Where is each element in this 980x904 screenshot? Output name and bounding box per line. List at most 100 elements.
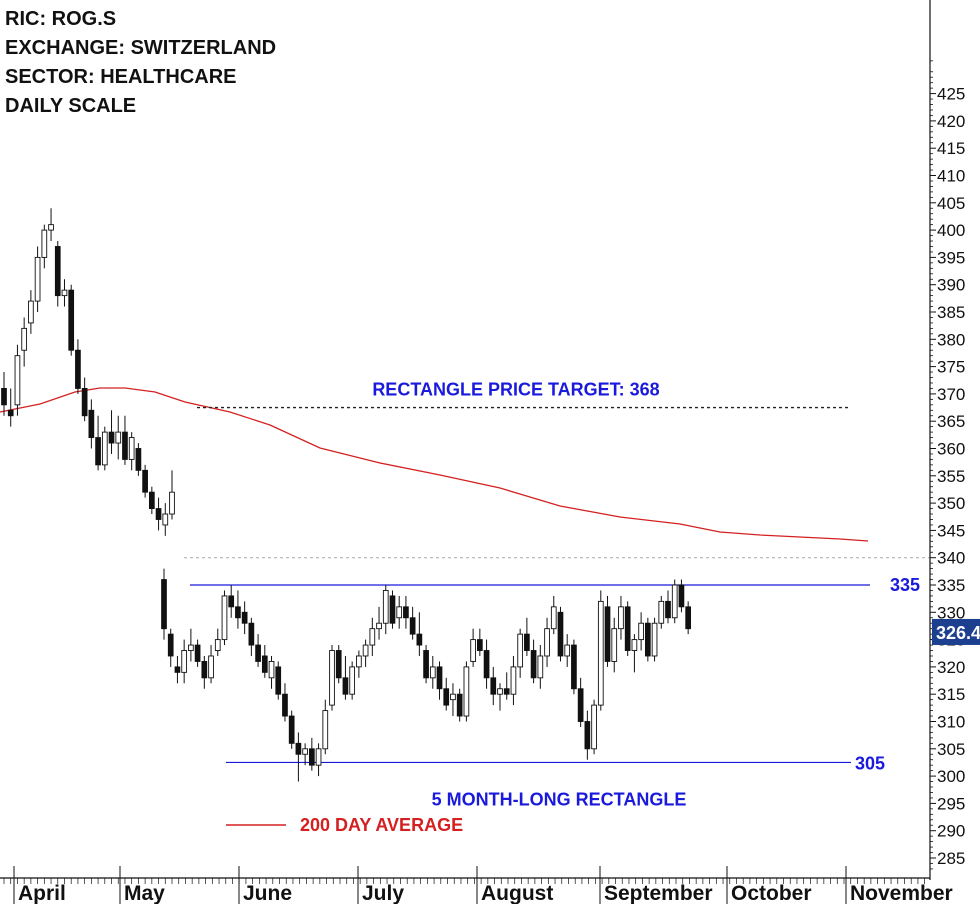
candle-body <box>61 289 68 297</box>
candle-body <box>436 666 443 690</box>
y-tick-label: 330 <box>937 603 965 622</box>
candle <box>315 743 322 777</box>
candle-body <box>571 644 577 690</box>
candle <box>530 639 537 684</box>
candle <box>88 399 95 449</box>
candle <box>356 650 362 678</box>
candle <box>161 568 167 640</box>
candle-body <box>241 611 248 624</box>
y-tick-label: 290 <box>937 822 965 841</box>
candle-body <box>463 666 470 717</box>
candle <box>510 655 517 706</box>
candle-body <box>443 688 450 706</box>
candle <box>208 645 214 684</box>
candle <box>295 732 302 782</box>
month-label: May <box>124 882 165 904</box>
candle-body <box>14 355 21 406</box>
y-tick-label: 310 <box>937 713 965 732</box>
candle-body <box>135 448 142 471</box>
candle-body <box>302 748 308 755</box>
y-tick-label: 315 <box>937 685 965 704</box>
month-label: July <box>362 882 404 904</box>
candle <box>349 661 356 700</box>
y-tick-label: 295 <box>937 794 965 813</box>
candle-body <box>483 650 490 679</box>
candle <box>644 617 651 662</box>
candle <box>550 595 557 635</box>
y-tick-label: 335 <box>937 576 965 595</box>
candle-body <box>651 622 658 657</box>
y-tick-label: 425 <box>937 85 965 104</box>
candle <box>155 497 162 531</box>
candle <box>403 595 409 629</box>
candle <box>577 677 584 727</box>
candle-body <box>678 584 685 608</box>
candle-body <box>476 639 483 651</box>
candle-body <box>108 431 115 444</box>
candle-body <box>537 655 544 679</box>
candle <box>342 655 349 700</box>
candle-body <box>275 666 282 695</box>
candle-body <box>295 742 302 755</box>
candle <box>564 634 571 667</box>
candle-body <box>101 431 108 466</box>
candle-body <box>456 693 463 717</box>
candle-body <box>591 704 597 750</box>
candle <box>54 241 61 307</box>
candle-body <box>155 508 162 520</box>
candle <box>369 617 376 656</box>
candle <box>456 688 463 722</box>
candle-body <box>68 289 75 351</box>
candle-body <box>349 666 356 695</box>
candle-body <box>322 710 329 750</box>
candle <box>584 710 591 760</box>
candle-body <box>597 600 604 706</box>
candle <box>181 639 188 684</box>
candle-body <box>142 469 148 493</box>
candle <box>214 628 221 656</box>
candle <box>255 634 261 667</box>
y-tick-label: 395 <box>937 248 965 267</box>
candle-body <box>88 409 95 439</box>
candle-body <box>396 606 403 619</box>
candle-body <box>81 387 88 417</box>
candle <box>416 612 423 656</box>
candle-body <box>221 595 228 641</box>
candle-body <box>658 600 665 624</box>
candle-body <box>308 748 315 766</box>
candle <box>7 388 14 427</box>
candle-body <box>21 327 28 351</box>
candle-body <box>644 622 651 657</box>
candle-body <box>329 650 335 706</box>
candle <box>450 683 456 717</box>
y-tick-label: 380 <box>937 330 965 349</box>
y-tick-label: 420 <box>937 112 965 131</box>
candle <box>68 284 75 356</box>
candle <box>188 628 194 662</box>
candle <box>21 317 28 367</box>
candle <box>483 639 490 689</box>
candle-body <box>315 748 322 766</box>
candle <box>376 606 382 640</box>
candle-body <box>544 628 550 657</box>
y-tick-label: 370 <box>937 385 965 404</box>
candle <box>14 344 21 416</box>
candle <box>288 710 295 749</box>
candle <box>423 645 429 684</box>
candle <box>685 601 692 635</box>
y-tick-label: 410 <box>937 167 965 186</box>
candle-body <box>34 256 41 302</box>
candle <box>396 595 403 629</box>
candle <box>524 617 530 656</box>
rectangle-top-label: 335 <box>890 575 920 595</box>
candle <box>624 601 631 656</box>
candle <box>322 699 329 755</box>
candle <box>362 639 369 667</box>
month-label: April <box>18 882 66 904</box>
candle <box>638 612 644 651</box>
candle-body <box>148 491 155 510</box>
candle <box>571 639 577 695</box>
candle-body <box>490 677 497 695</box>
candle-body <box>403 606 409 619</box>
candle <box>101 426 108 471</box>
